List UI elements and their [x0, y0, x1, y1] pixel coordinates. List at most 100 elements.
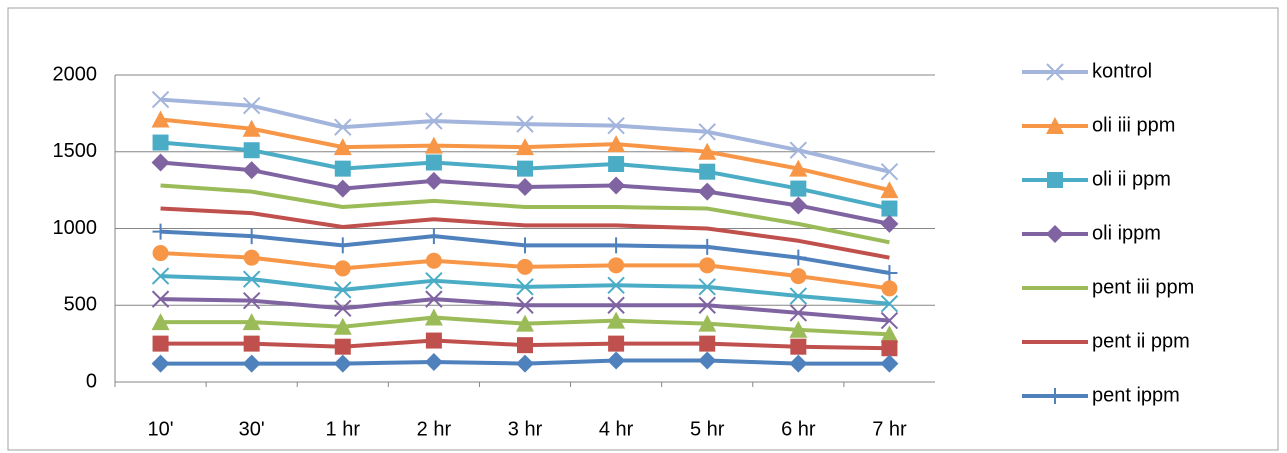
point	[881, 280, 898, 297]
legend-marker	[1047, 388, 1063, 404]
x-tick-label: 3 hr	[508, 418, 543, 440]
x-tick-label: 7 hr	[872, 418, 907, 440]
point	[517, 160, 533, 177]
x-tick-label: 2 hr	[417, 418, 452, 440]
point	[789, 304, 808, 322]
point	[698, 278, 716, 296]
point	[151, 110, 170, 128]
point	[607, 276, 625, 295]
point	[151, 153, 170, 172]
point	[242, 119, 261, 137]
point	[333, 354, 352, 373]
point	[424, 353, 443, 372]
point	[790, 249, 807, 266]
point	[151, 290, 170, 308]
point	[242, 96, 261, 115]
point	[425, 290, 443, 308]
point	[699, 163, 716, 180]
point	[789, 287, 808, 305]
point	[789, 354, 808, 373]
legend-marker	[1046, 225, 1064, 243]
point	[880, 354, 899, 373]
x-tick-label: 30'	[239, 418, 265, 440]
point	[516, 354, 534, 373]
legend-label: oli iii ppm	[1092, 114, 1175, 136]
point	[151, 267, 170, 285]
point	[242, 161, 261, 180]
point	[242, 291, 261, 310]
point	[698, 314, 717, 332]
point	[608, 257, 625, 274]
point	[334, 237, 351, 254]
point	[698, 123, 716, 141]
point	[607, 116, 625, 135]
point	[334, 260, 351, 277]
point	[880, 181, 899, 199]
point	[243, 142, 260, 159]
y-tick-label: 1000	[53, 217, 98, 239]
point	[425, 154, 442, 171]
point	[152, 223, 169, 240]
point	[790, 268, 807, 285]
point	[790, 180, 807, 197]
point	[243, 249, 260, 266]
point	[698, 351, 717, 370]
point	[334, 299, 352, 318]
point	[516, 278, 534, 296]
point	[880, 311, 899, 330]
series-line	[160, 183, 890, 245]
point	[608, 237, 625, 254]
point	[881, 265, 898, 282]
y-tick-label: 2000	[53, 63, 98, 85]
point	[333, 179, 352, 198]
point	[151, 313, 170, 331]
point	[881, 200, 898, 217]
legend-label: pent ii ppm	[1092, 330, 1190, 352]
point	[880, 214, 899, 233]
point	[516, 138, 534, 156]
point	[425, 252, 442, 269]
legend-marker	[1046, 63, 1064, 81]
series-line	[160, 206, 890, 260]
legend-label: oli ii ppm	[1092, 168, 1171, 190]
point	[425, 228, 442, 245]
x-tick-label: 10'	[148, 418, 174, 440]
point	[151, 354, 170, 373]
x-tick-label: 1 hr	[326, 418, 361, 440]
point	[881, 340, 898, 357]
point	[517, 237, 533, 254]
point	[880, 325, 899, 343]
point	[425, 271, 443, 290]
point	[880, 162, 899, 181]
point	[516, 314, 534, 332]
point	[152, 245, 169, 262]
point	[608, 335, 625, 352]
point	[516, 115, 534, 133]
x-tick-label: 4 hr	[599, 418, 634, 440]
point	[242, 313, 261, 331]
point	[424, 308, 443, 326]
point	[333, 138, 352, 156]
point	[517, 258, 533, 275]
point	[607, 176, 626, 195]
point	[517, 337, 533, 354]
point	[152, 335, 169, 352]
point	[425, 112, 443, 130]
y-tick-label: 500	[64, 294, 97, 316]
point	[334, 118, 352, 136]
point	[334, 281, 352, 299]
point	[516, 296, 534, 314]
legend-label: kontrol	[1092, 60, 1152, 82]
point	[607, 311, 626, 329]
point	[242, 270, 261, 288]
point	[425, 332, 442, 349]
legend-label: oli ippm	[1092, 222, 1161, 244]
legend-marker	[1047, 172, 1063, 188]
point	[698, 296, 716, 314]
x-tick-label: 6 hr	[781, 418, 816, 440]
point	[607, 135, 626, 153]
point	[789, 320, 808, 338]
point	[152, 134, 169, 151]
